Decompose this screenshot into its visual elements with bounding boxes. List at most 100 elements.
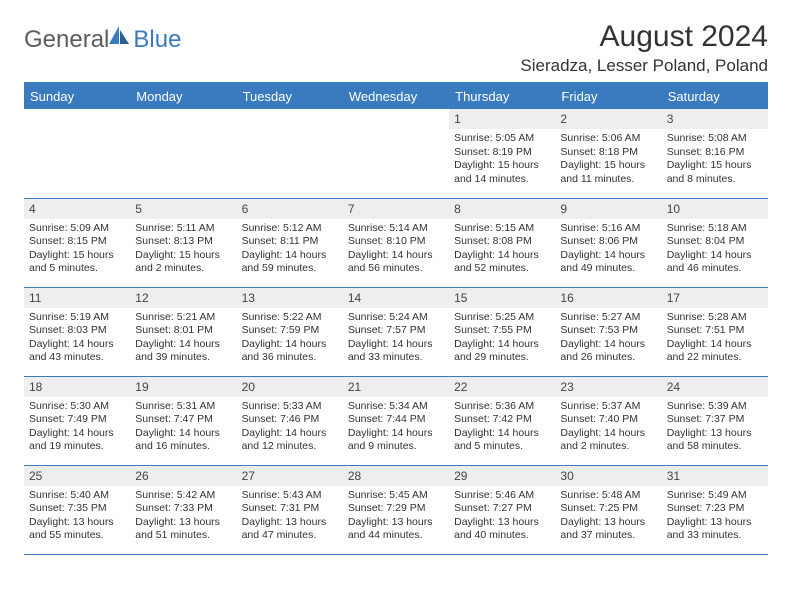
sunset-text: Sunset: 7:23 PM [667, 502, 763, 516]
day-number: 17 [662, 288, 768, 308]
sunrise-text: Sunrise: 5:06 AM [560, 132, 656, 146]
sunset-text: Sunset: 8:08 PM [454, 235, 550, 249]
day-number: 8 [449, 199, 555, 219]
day-cell: 25Sunrise: 5:40 AMSunset: 7:35 PMDayligh… [24, 465, 130, 554]
daylight-text: Daylight: 15 hours and 2 minutes. [135, 249, 231, 276]
brand-name-a: General [24, 26, 109, 54]
day-cell: 6Sunrise: 5:12 AMSunset: 8:11 PMDaylight… [237, 198, 343, 287]
day-cell: 12Sunrise: 5:21 AMSunset: 8:01 PMDayligh… [130, 287, 236, 376]
day-number: 18 [24, 377, 130, 397]
day-body: Sunrise: 5:45 AMSunset: 7:29 PMDaylight:… [343, 486, 449, 548]
sunset-text: Sunset: 8:03 PM [29, 324, 125, 338]
day-body: Sunrise: 5:40 AMSunset: 7:35 PMDaylight:… [24, 486, 130, 548]
day-cell: 1Sunrise: 5:05 AMSunset: 8:19 PMDaylight… [449, 109, 555, 198]
day-cell: 29Sunrise: 5:46 AMSunset: 7:27 PMDayligh… [449, 465, 555, 554]
sunset-text: Sunset: 8:13 PM [135, 235, 231, 249]
sunrise-text: Sunrise: 5:43 AM [242, 489, 338, 503]
day-cell [343, 109, 449, 198]
sunrise-text: Sunrise: 5:11 AM [135, 222, 231, 236]
sunrise-text: Sunrise: 5:28 AM [667, 311, 763, 325]
day-number: 25 [24, 466, 130, 486]
day-number: 24 [662, 377, 768, 397]
sunset-text: Sunset: 8:04 PM [667, 235, 763, 249]
sunset-text: Sunset: 7:53 PM [560, 324, 656, 338]
sunset-text: Sunset: 7:35 PM [29, 502, 125, 516]
day-body: Sunrise: 5:19 AMSunset: 8:03 PMDaylight:… [24, 308, 130, 370]
day-number: 7 [343, 199, 449, 219]
day-number: 16 [555, 288, 661, 308]
day-number: 11 [24, 288, 130, 308]
dayname-saturday: Saturday [662, 84, 768, 109]
daylight-text: Daylight: 13 hours and 37 minutes. [560, 516, 656, 543]
day-body: Sunrise: 5:25 AMSunset: 7:55 PMDaylight:… [449, 308, 555, 370]
daylight-text: Daylight: 15 hours and 11 minutes. [560, 159, 656, 186]
day-number: 2 [555, 109, 661, 129]
day-body: Sunrise: 5:22 AMSunset: 7:59 PMDaylight:… [237, 308, 343, 370]
day-cell: 23Sunrise: 5:37 AMSunset: 7:40 PMDayligh… [555, 376, 661, 465]
daylight-text: Daylight: 13 hours and 47 minutes. [242, 516, 338, 543]
daylight-text: Daylight: 14 hours and 29 minutes. [454, 338, 550, 365]
day-cell [237, 109, 343, 198]
day-cell: 11Sunrise: 5:19 AMSunset: 8:03 PMDayligh… [24, 287, 130, 376]
day-number: 27 [237, 466, 343, 486]
brand-logo: General Blue [24, 20, 181, 54]
day-cell: 7Sunrise: 5:14 AMSunset: 8:10 PMDaylight… [343, 198, 449, 287]
day-number: 29 [449, 466, 555, 486]
daylight-text: Daylight: 14 hours and 12 minutes. [242, 427, 338, 454]
month-title: August 2024 [520, 20, 768, 54]
day-number: 13 [237, 288, 343, 308]
sunset-text: Sunset: 8:18 PM [560, 146, 656, 160]
day-cell: 18Sunrise: 5:30 AMSunset: 7:49 PMDayligh… [24, 376, 130, 465]
daylight-text: Daylight: 15 hours and 8 minutes. [667, 159, 763, 186]
day-body: Sunrise: 5:11 AMSunset: 8:13 PMDaylight:… [130, 219, 236, 281]
sunrise-text: Sunrise: 5:30 AM [29, 400, 125, 414]
sail-icon [109, 26, 131, 46]
sunset-text: Sunset: 8:01 PM [135, 324, 231, 338]
day-body: Sunrise: 5:27 AMSunset: 7:53 PMDaylight:… [555, 308, 661, 370]
day-body: Sunrise: 5:08 AMSunset: 8:16 PMDaylight:… [662, 129, 768, 191]
daylight-text: Daylight: 14 hours and 2 minutes. [560, 427, 656, 454]
day-number: 6 [237, 199, 343, 219]
daylight-text: Daylight: 14 hours and 5 minutes. [454, 427, 550, 454]
daylight-text: Daylight: 13 hours and 51 minutes. [135, 516, 231, 543]
day-number: 23 [555, 377, 661, 397]
day-number: 12 [130, 288, 236, 308]
sunrise-text: Sunrise: 5:22 AM [242, 311, 338, 325]
day-body: Sunrise: 5:43 AMSunset: 7:31 PMDaylight:… [237, 486, 343, 548]
day-cell: 4Sunrise: 5:09 AMSunset: 8:15 PMDaylight… [24, 198, 130, 287]
sunset-text: Sunset: 7:27 PM [454, 502, 550, 516]
header-bar: General Blue August 2024 Sieradza, Lesse… [24, 20, 768, 76]
sunrise-text: Sunrise: 5:49 AM [667, 489, 763, 503]
sunrise-text: Sunrise: 5:21 AM [135, 311, 231, 325]
daylight-text: Daylight: 13 hours and 58 minutes. [667, 427, 763, 454]
sunset-text: Sunset: 7:40 PM [560, 413, 656, 427]
day-cell: 8Sunrise: 5:15 AMSunset: 8:08 PMDaylight… [449, 198, 555, 287]
dayname-thursday: Thursday [449, 84, 555, 109]
sunset-text: Sunset: 8:16 PM [667, 146, 763, 160]
day-cell: 19Sunrise: 5:31 AMSunset: 7:47 PMDayligh… [130, 376, 236, 465]
day-body: Sunrise: 5:14 AMSunset: 8:10 PMDaylight:… [343, 219, 449, 281]
day-cell: 5Sunrise: 5:11 AMSunset: 8:13 PMDaylight… [130, 198, 236, 287]
sunrise-text: Sunrise: 5:05 AM [454, 132, 550, 146]
sunrise-text: Sunrise: 5:08 AM [667, 132, 763, 146]
day-number: 14 [343, 288, 449, 308]
day-cell: 27Sunrise: 5:43 AMSunset: 7:31 PMDayligh… [237, 465, 343, 554]
day-number: 3 [662, 109, 768, 129]
daylight-text: Daylight: 15 hours and 5 minutes. [29, 249, 125, 276]
day-number: 1 [449, 109, 555, 129]
sunrise-text: Sunrise: 5:42 AM [135, 489, 231, 503]
day-body: Sunrise: 5:28 AMSunset: 7:51 PMDaylight:… [662, 308, 768, 370]
day-cell: 21Sunrise: 5:34 AMSunset: 7:44 PMDayligh… [343, 376, 449, 465]
sunset-text: Sunset: 7:37 PM [667, 413, 763, 427]
sunset-text: Sunset: 7:31 PM [242, 502, 338, 516]
day-body: Sunrise: 5:05 AMSunset: 8:19 PMDaylight:… [449, 129, 555, 191]
sunset-text: Sunset: 7:57 PM [348, 324, 444, 338]
week-row: 18Sunrise: 5:30 AMSunset: 7:49 PMDayligh… [24, 376, 768, 465]
sunrise-text: Sunrise: 5:34 AM [348, 400, 444, 414]
daylight-text: Daylight: 13 hours and 44 minutes. [348, 516, 444, 543]
sunrise-text: Sunrise: 5:48 AM [560, 489, 656, 503]
day-body: Sunrise: 5:31 AMSunset: 7:47 PMDaylight:… [130, 397, 236, 459]
day-body: Sunrise: 5:15 AMSunset: 8:08 PMDaylight:… [449, 219, 555, 281]
daylight-text: Daylight: 14 hours and 59 minutes. [242, 249, 338, 276]
day-body: Sunrise: 5:09 AMSunset: 8:15 PMDaylight:… [24, 219, 130, 281]
